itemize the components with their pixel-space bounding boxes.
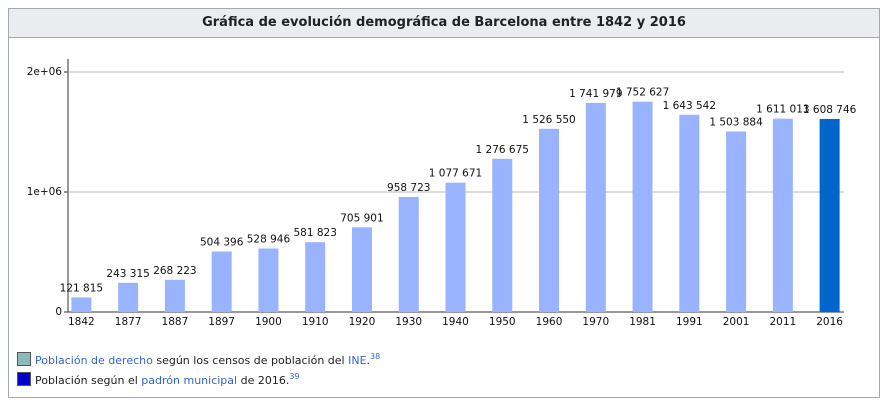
reference[interactable]: 38: [370, 352, 381, 361]
bar: [398, 196, 419, 312]
legend-part: .: [366, 354, 371, 367]
value-label: 1 643 542: [663, 100, 716, 112]
legend-part: Población según el: [35, 374, 142, 387]
bar: [679, 114, 700, 312]
y-tick-label: 2e+06: [27, 66, 63, 78]
reference[interactable]: 39: [289, 372, 300, 381]
bar: [726, 131, 747, 312]
legend-item: Población de derecho según los censos de…: [17, 349, 380, 369]
bar: [71, 297, 92, 312]
value-label: 528 946: [247, 234, 291, 246]
x-tick-label: 1877: [115, 316, 142, 328]
value-label: 1 276 675: [476, 144, 529, 156]
value-label: 1 752 627: [616, 87, 669, 99]
bar: [772, 118, 793, 312]
x-tick-label: 1950: [489, 316, 516, 328]
chart: 0 1e+06 2e+06 1842 121 815 1877 243 315 1887 268…: [27, 59, 857, 328]
bar: [492, 158, 513, 312]
bar: [632, 101, 653, 313]
value-label: 121 815: [60, 282, 103, 294]
x-tick-label: 1900: [255, 316, 282, 328]
legend: Población de derecho según los censos de…: [17, 349, 380, 389]
legend-swatch: [17, 372, 31, 386]
bar: [539, 128, 560, 312]
value-label: 1 608 746: [803, 104, 857, 116]
bar: [258, 248, 279, 312]
legend-item: Población según el padrón municipal de 2…: [17, 369, 380, 389]
value-label: 705 901: [340, 212, 383, 224]
x-tick-label: 2011: [769, 316, 796, 328]
x-tick-label: 1910: [302, 316, 329, 328]
value-label: 1 526 550: [522, 114, 575, 126]
legend-swatch: [17, 352, 31, 366]
x-tick-label: 2001: [723, 316, 750, 328]
value-label: 243 315: [106, 268, 149, 280]
value-label: 581 823: [293, 227, 336, 239]
x-tick-label: 1842: [68, 316, 95, 328]
x-tick-label: 1920: [349, 316, 376, 328]
bar: [211, 251, 232, 312]
legend-part: de 2016.: [237, 374, 290, 387]
bar: [351, 227, 372, 312]
legend-link[interactable]: Población de derecho: [35, 354, 153, 367]
value-label: 1 077 671: [429, 168, 482, 180]
bar: [445, 182, 466, 312]
bar: [585, 102, 606, 312]
legend-text: Población según el padrón municipal de 2…: [35, 367, 300, 391]
value-label: 1 611 013: [756, 104, 809, 116]
chart-box: Gráfica de evolución demográfica de Barc…: [8, 8, 880, 398]
legend-part: según los censos de población del: [152, 354, 349, 367]
legend-link[interactable]: padrón municipal: [141, 374, 238, 387]
bar: [118, 282, 139, 312]
bar: [164, 279, 185, 312]
chart-title: Gráfica de evolución demográfica de Barc…: [9, 9, 879, 38]
bar: [819, 118, 840, 313]
x-tick-label: 1981: [629, 316, 656, 328]
value-label: 504 396: [200, 236, 244, 248]
value-label: 1 741 979: [569, 88, 622, 100]
x-tick-label: 1991: [676, 316, 703, 328]
value-label: 268 223: [153, 265, 196, 277]
x-tick-label: 1940: [442, 316, 469, 328]
y-tick-label: 0: [55, 306, 62, 318]
x-tick-label: 1887: [162, 316, 189, 328]
x-tick-label: 2016: [816, 316, 843, 328]
x-tick-label: 1930: [395, 316, 422, 328]
value-label: 958 723: [387, 182, 430, 194]
x-tick-label: 1960: [536, 316, 563, 328]
legend-text: Población de derecho según los censos de…: [35, 347, 380, 371]
x-tick-label: 1897: [208, 316, 235, 328]
legend-link[interactable]: INE: [348, 354, 367, 367]
bar: [305, 242, 326, 312]
y-tick-label: 1e+06: [27, 186, 63, 198]
x-tick-label: 1970: [582, 316, 609, 328]
value-label: 1 503 884: [709, 117, 763, 129]
